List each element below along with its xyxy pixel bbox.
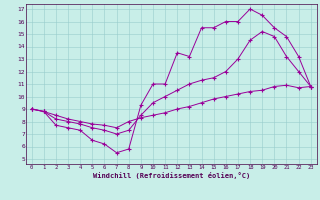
X-axis label: Windchill (Refroidissement éolien,°C): Windchill (Refroidissement éolien,°C)	[92, 172, 250, 179]
